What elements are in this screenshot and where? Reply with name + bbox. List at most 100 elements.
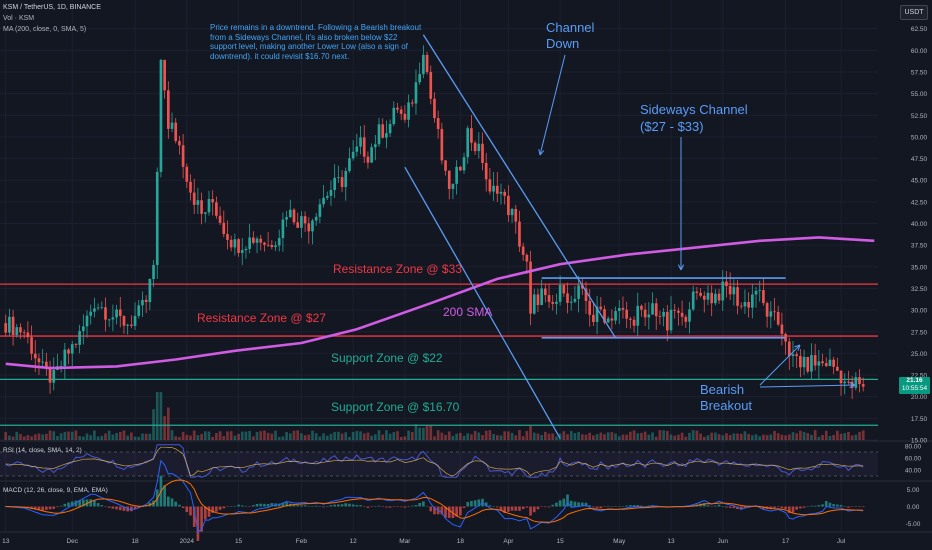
macd-histogram-bar [643, 506, 647, 507]
time-tick-label: 2024 [180, 538, 195, 545]
volume-bar [492, 434, 495, 440]
candle-body [218, 215, 222, 223]
candle-body [813, 355, 817, 366]
volume-bar [684, 436, 688, 440]
candle-body [410, 102, 414, 104]
volume-bar [495, 435, 499, 440]
macd-histogram-bar [732, 506, 736, 509]
macd-histogram-bar [67, 502, 70, 507]
volume-bar [344, 432, 348, 440]
volume-bar [422, 427, 425, 440]
candle-body [773, 311, 776, 313]
price-tick-label: 57.50 [911, 69, 928, 76]
macd-histogram-bar [74, 500, 78, 507]
candle-body [547, 295, 551, 302]
volume-bar [403, 436, 407, 440]
currency-unit-button[interactable]: USDT [900, 5, 928, 20]
volume-bar [270, 433, 274, 440]
volume-bar [30, 436, 33, 440]
macd-histogram-bar [599, 506, 603, 509]
label-sideways-line2: ($27 - $33) [640, 119, 704, 134]
candle-body [810, 355, 813, 372]
macd-signal-line [5, 479, 864, 523]
macd-histogram-bar [425, 506, 429, 507]
candle-body [688, 309, 691, 322]
candle-body [780, 324, 784, 334]
time-tick-label: Dec [66, 538, 78, 545]
volume-bar [529, 426, 532, 440]
volume-bar [691, 430, 695, 440]
volume-bar [107, 430, 111, 440]
volume-bar [514, 435, 518, 440]
channel-down-arrow [539, 54, 566, 156]
macd-histogram-bar [858, 506, 861, 507]
volume-bar [240, 431, 244, 440]
candle-body [118, 309, 122, 316]
volume-bar [307, 434, 311, 440]
volume-bar [750, 435, 754, 440]
macd-histogram-bar [762, 506, 765, 509]
candle-body [81, 326, 85, 332]
candle-body [244, 248, 248, 251]
candle-body [8, 316, 11, 333]
candle-body [521, 246, 525, 255]
macd-histogram-bar [507, 506, 510, 512]
volume-bar [155, 392, 159, 440]
macd-histogram-bar [96, 503, 100, 507]
volume-bar [366, 432, 370, 440]
candle-body [484, 162, 488, 180]
analysis-note: Price remains in a downtrend. Following … [210, 23, 422, 61]
macd-histogram-bar [70, 501, 74, 507]
macd-histogram-bar [325, 506, 329, 507]
candle-body [333, 177, 336, 190]
candle-body [636, 305, 640, 326]
bar-countdown: 10:55:54 [901, 385, 928, 392]
candle-body [288, 209, 292, 218]
volume-bar [706, 435, 710, 440]
candle-body [776, 311, 780, 325]
macd-histogram-bar [81, 499, 85, 507]
macd-histogram-bar [769, 506, 773, 510]
macd-histogram-bar [495, 506, 499, 508]
macd-histogram-bar [248, 506, 251, 507]
candle-body [111, 317, 115, 320]
candle-body [277, 238, 281, 246]
volume-bar [677, 434, 680, 440]
macd-histogram-bar [821, 504, 824, 507]
macd-histogram-bar [399, 506, 403, 508]
volume-bar [274, 430, 277, 440]
volume-bar [370, 435, 373, 440]
volume-bar [52, 431, 56, 440]
macd-histogram-bar [403, 506, 407, 508]
macd-histogram-bar [861, 506, 865, 508]
macd-histogram-bar [536, 506, 540, 510]
candle-body [514, 208, 518, 222]
volume-bar [458, 432, 462, 440]
macd-histogram-bar [266, 503, 270, 507]
time-tick-label: 13 [667, 538, 675, 545]
macd-histogram-bar [632, 505, 636, 507]
volume-bar [203, 431, 207, 440]
price-tick-label: 50.00 [911, 134, 928, 141]
candle-body [477, 143, 481, 152]
volume-bar [355, 430, 359, 440]
volume-bar [74, 430, 78, 440]
volume-bar [174, 436, 178, 440]
volume-bar [255, 431, 259, 440]
candle-body [133, 315, 137, 326]
rsi-band [0, 452, 878, 476]
candle-body [444, 160, 447, 171]
macd-histogram-bar [499, 506, 503, 511]
macd-histogram-bar [806, 506, 810, 507]
volume-bar [806, 433, 810, 440]
candle-body [595, 306, 599, 322]
macd-histogram-bar [122, 506, 126, 511]
volume-bar [510, 432, 514, 440]
label-bearish-line1: Bearish [700, 382, 744, 397]
candle-body [281, 219, 285, 239]
volume-bar [45, 433, 48, 440]
volume-bar [244, 431, 248, 440]
volume-bar [148, 433, 152, 440]
volume-bar [451, 435, 455, 440]
